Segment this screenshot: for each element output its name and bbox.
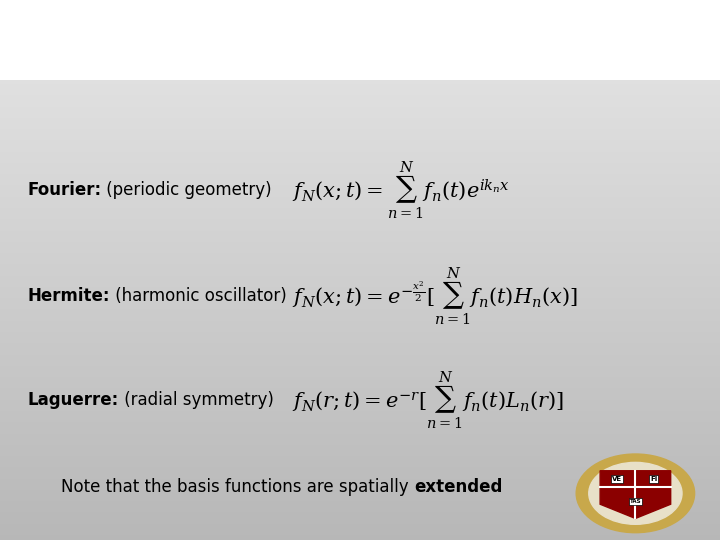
Text: $f_N(x;t) = e^{-\frac{x^2}{2}}[\sum_{n=1}^{N} f_n(t)H_n(x)]$: $f_N(x;t) = e^{-\frac{x^2}{2}}[\sum_{n=1… [292, 265, 577, 327]
Text: FI: FI [650, 476, 657, 482]
Text: Note that the basis functions are spatially: Note that the basis functions are spatia… [61, 478, 414, 496]
Text: Examples basis functions: Examples basis functions [102, 23, 618, 57]
Text: VE: VE [612, 476, 622, 482]
Text: extended: extended [414, 478, 503, 496]
Text: (harmonic oscillator): (harmonic oscillator) [110, 287, 287, 305]
Text: Hermite:: Hermite: [27, 287, 110, 305]
Text: Laguerre:: Laguerre: [27, 390, 119, 409]
Circle shape [576, 454, 695, 532]
Text: $f_N(r;t) = e^{-r}[\sum_{n=1}^{N} f_n(t)L_n(r)]$: $f_N(r;t) = e^{-r}[\sum_{n=1}^{N} f_n(t)… [292, 369, 564, 430]
Circle shape [589, 462, 682, 524]
Text: Fourier:: Fourier: [27, 181, 102, 199]
Polygon shape [600, 471, 671, 518]
Text: (periodic geometry): (periodic geometry) [102, 181, 272, 199]
Text: TAS: TAS [629, 499, 642, 504]
Text: (radial symmetry): (radial symmetry) [119, 390, 274, 409]
Text: $f_N(x;t) = \sum_{n=1}^{N} f_n(t)e^{ik_n x}$: $f_N(x;t) = \sum_{n=1}^{N} f_n(t)e^{ik_n… [292, 159, 510, 221]
